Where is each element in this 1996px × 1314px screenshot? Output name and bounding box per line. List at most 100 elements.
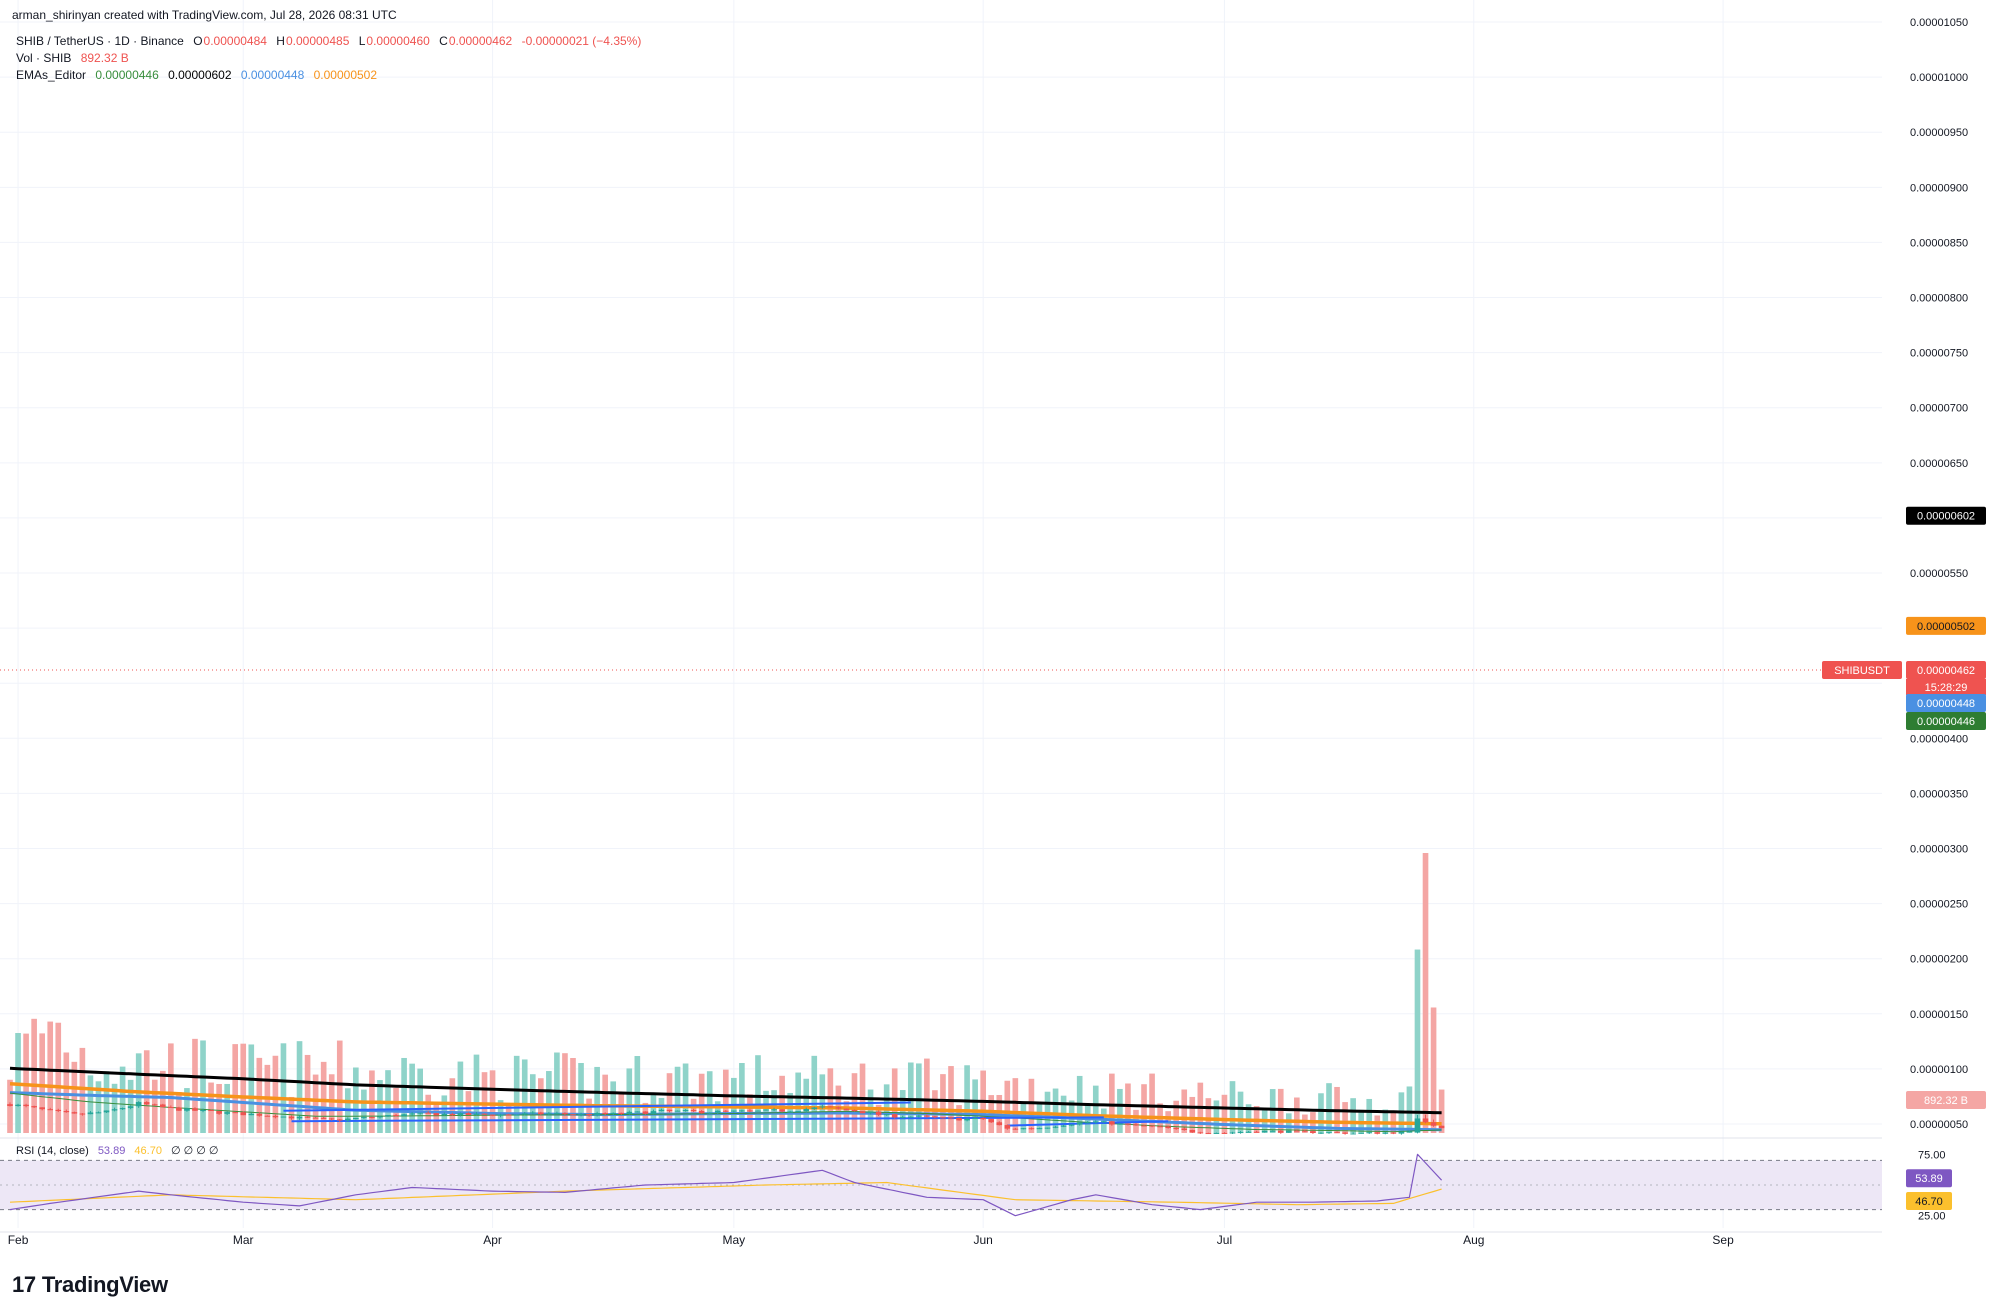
candle-body bbox=[1020, 1128, 1027, 1130]
price-tick-label: 0.00001000 bbox=[1910, 72, 1968, 84]
candle-body bbox=[795, 1111, 802, 1113]
volume-bar bbox=[698, 1073, 705, 1133]
legend-ema-20: 0.00000446 bbox=[95, 68, 159, 82]
candle-body bbox=[916, 1115, 922, 1117]
volume-bar bbox=[674, 1066, 681, 1133]
candle-body bbox=[940, 1117, 946, 1119]
candle-body bbox=[747, 1110, 753, 1112]
volume-bar bbox=[1350, 1098, 1356, 1133]
price-tick-label: 0.00000150 bbox=[1910, 1009, 1968, 1021]
countdown-bg bbox=[1906, 678, 1986, 695]
volume-bar bbox=[216, 1083, 222, 1133]
legend-ema-100: 0.00000502 bbox=[313, 68, 378, 82]
candles[interactable] bbox=[7, 1101, 1445, 1135]
candle-body bbox=[650, 1111, 657, 1114]
candle-body bbox=[47, 1109, 54, 1111]
candle-body bbox=[312, 1117, 319, 1119]
volume-bar bbox=[119, 1066, 126, 1133]
volume-bar bbox=[827, 1068, 834, 1133]
volume-bar bbox=[433, 1101, 440, 1133]
volume-bar bbox=[546, 1071, 552, 1133]
candle-body bbox=[610, 1112, 617, 1115]
tradingview-logo[interactable]: 17 TradingView bbox=[12, 1272, 168, 1298]
legend-c-value: 0.00000462 bbox=[448, 34, 513, 48]
candle-body bbox=[1430, 1122, 1437, 1126]
candle-body bbox=[159, 1104, 166, 1108]
candle-body bbox=[835, 1107, 842, 1109]
candle-body bbox=[1229, 1132, 1236, 1134]
legend-l-value: 0.00000460 bbox=[366, 34, 430, 48]
candle-body bbox=[457, 1113, 464, 1116]
candle-body bbox=[353, 1118, 359, 1120]
time-tick-label: Mar bbox=[233, 1233, 254, 1247]
candle-body bbox=[336, 1119, 343, 1121]
candle-body bbox=[473, 1113, 480, 1115]
candle-body bbox=[1044, 1127, 1051, 1129]
candle-body bbox=[55, 1109, 62, 1111]
volume-bar bbox=[1294, 1097, 1300, 1133]
candle-body bbox=[980, 1117, 986, 1120]
volume-bar bbox=[1318, 1093, 1324, 1133]
candle-body bbox=[932, 1116, 938, 1118]
candle-body bbox=[787, 1111, 793, 1113]
candle-body bbox=[216, 1110, 222, 1114]
candle-body bbox=[964, 1118, 970, 1121]
candle-body bbox=[875, 1112, 882, 1115]
volume-bar bbox=[642, 1102, 649, 1133]
candle-body bbox=[320, 1117, 327, 1119]
legend-ema-label[interactable]: EMAs_Editor bbox=[16, 68, 87, 82]
candle-body bbox=[111, 1109, 118, 1111]
rsi-value-label: 53.89 bbox=[1915, 1173, 1943, 1185]
volume-bar bbox=[1414, 949, 1421, 1133]
candle-body bbox=[433, 1113, 440, 1116]
candle-body bbox=[143, 1102, 150, 1105]
candle-body bbox=[1245, 1131, 1252, 1133]
volume-bar bbox=[1406, 1086, 1413, 1133]
rsi-tick-label: 75.00 bbox=[1918, 1149, 1946, 1161]
candle-body bbox=[924, 1115, 930, 1117]
volume-bar bbox=[320, 1061, 327, 1133]
price-tick-label: 0.00000800 bbox=[1910, 293, 1968, 305]
candle-body bbox=[449, 1113, 456, 1116]
volume-bar bbox=[256, 1057, 263, 1133]
candle-body bbox=[344, 1118, 351, 1121]
volume-bar bbox=[87, 1075, 94, 1133]
candle-body bbox=[127, 1106, 134, 1109]
volume-bar bbox=[272, 1055, 279, 1133]
legend-symbol[interactable]: SHIB / TetherUS · 1D · Binance bbox=[16, 34, 184, 48]
volume-bar bbox=[409, 1063, 415, 1133]
volume-bar bbox=[449, 1078, 456, 1133]
ema20-price-label-bg bbox=[1906, 711, 1986, 730]
candle-body bbox=[1084, 1122, 1091, 1124]
volume-bar bbox=[1366, 1098, 1373, 1133]
candle-body bbox=[192, 1108, 198, 1111]
candle-body bbox=[208, 1110, 214, 1112]
candle-body bbox=[184, 1108, 190, 1111]
rsi-tick-label: 25.00 bbox=[1918, 1211, 1946, 1223]
candle-body bbox=[296, 1116, 303, 1119]
price-tick-label: 0.00000550 bbox=[1910, 568, 1968, 580]
price-tick-label: 0.00000300 bbox=[1910, 843, 1968, 855]
candle-body bbox=[280, 1116, 287, 1118]
legend-h-value: 0.00000485 bbox=[285, 34, 350, 48]
legend-o-label: O bbox=[193, 34, 203, 48]
candle-body bbox=[1406, 1131, 1413, 1133]
candle-body bbox=[529, 1112, 536, 1114]
volume-bar bbox=[208, 1082, 214, 1133]
volume-bar bbox=[682, 1063, 689, 1133]
candle-body bbox=[401, 1114, 407, 1117]
volume-bar bbox=[1109, 1073, 1115, 1133]
legend-rsi-extra: ∅ ∅ ∅ ∅ bbox=[171, 1145, 219, 1157]
legend-vol-label[interactable]: Vol · SHIB bbox=[16, 51, 72, 65]
candle-body bbox=[972, 1117, 978, 1119]
price-tick-label: 0.00000400 bbox=[1910, 733, 1968, 745]
candle-body bbox=[851, 1109, 858, 1112]
candle-body bbox=[1133, 1124, 1139, 1126]
volume-bar bbox=[417, 1068, 423, 1133]
candle-body bbox=[1028, 1128, 1035, 1130]
volume-bar bbox=[899, 1090, 906, 1133]
legend-rsi-label[interactable]: RSI (14, close) bbox=[16, 1145, 89, 1157]
volume-bar bbox=[328, 1074, 335, 1133]
legend-h-label: H bbox=[276, 34, 285, 48]
volume-price-label: 892.32 B bbox=[1924, 1095, 1968, 1107]
